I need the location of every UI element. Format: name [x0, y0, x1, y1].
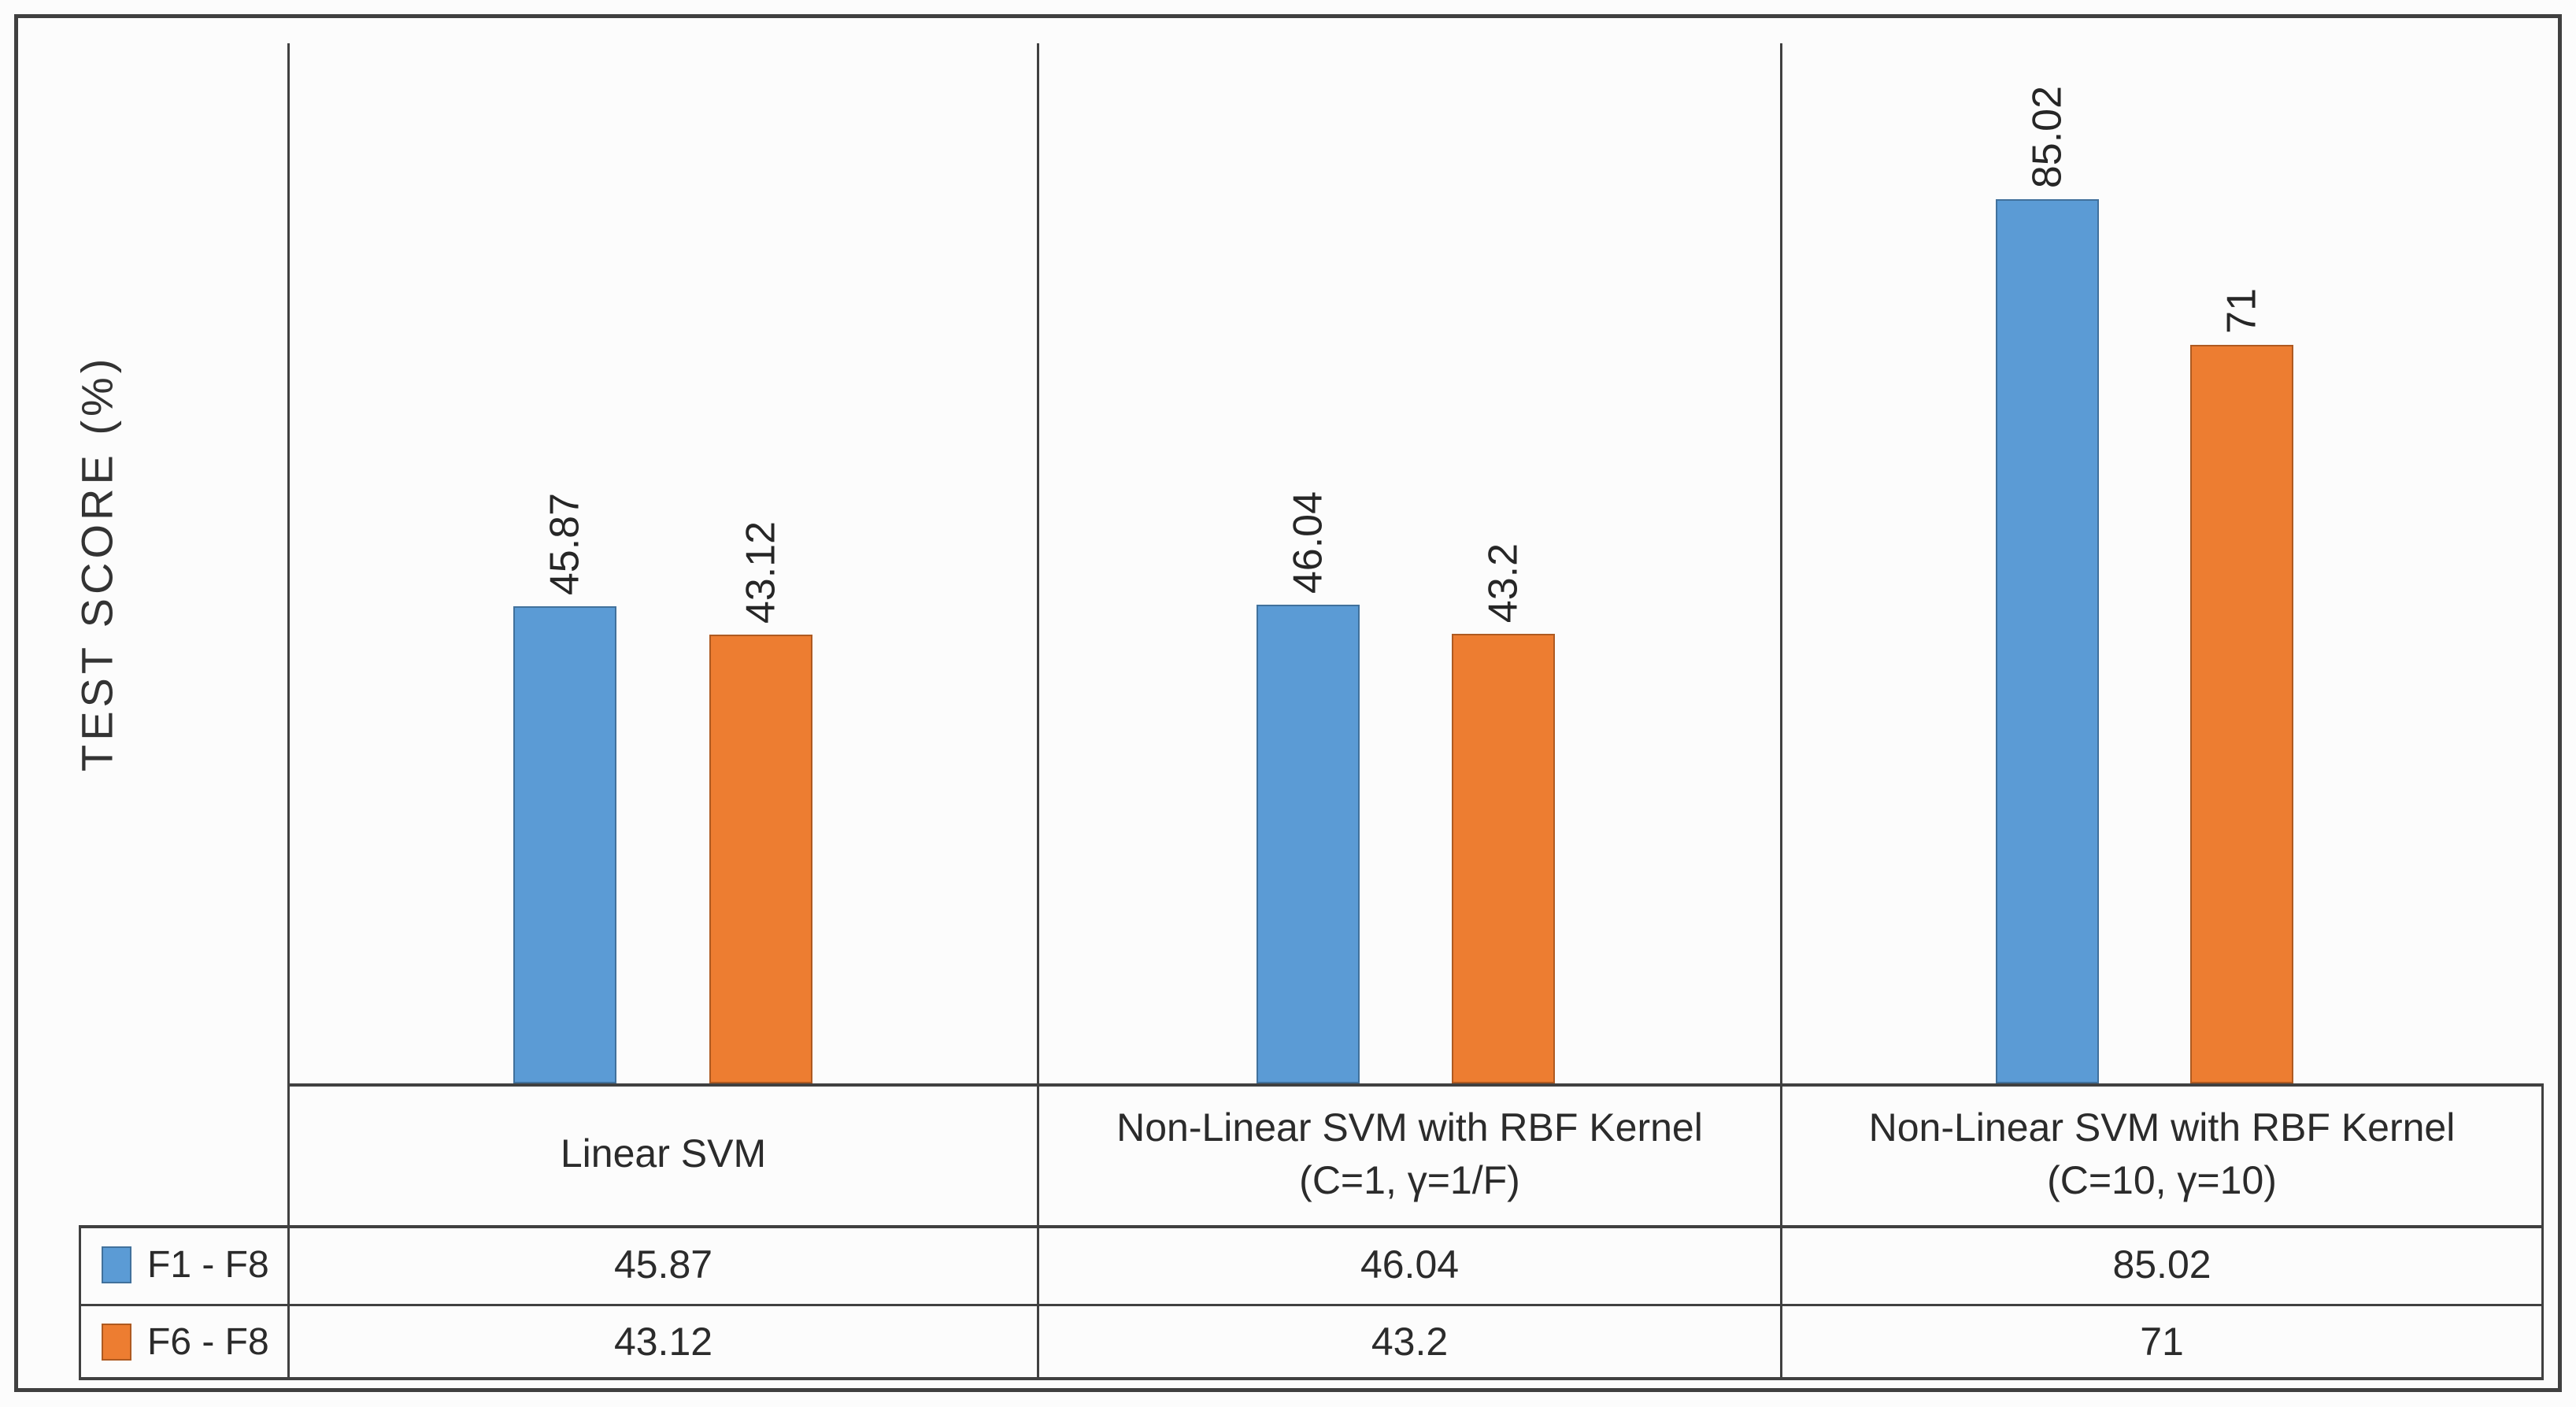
bar-value-label: 43.12	[737, 520, 783, 624]
bar-rect	[1996, 199, 2099, 1083]
table-value-f1f8-rbf-c10: 85.02	[2112, 1242, 2211, 1287]
data-row-divider-line	[79, 1304, 2544, 1306]
legend-box-left-border	[79, 1225, 81, 1379]
legend-swatch-f6-f8	[102, 1323, 131, 1361]
bar-rect	[513, 606, 616, 1083]
legend-label: F1 - F8	[147, 1243, 269, 1286]
x-axis-line	[287, 1083, 2544, 1087]
category-row-bottom-line	[79, 1225, 2544, 1228]
bar-value-label: 46.04	[1284, 491, 1331, 594]
bar-f6f8-rbf-c1: 43.2	[1452, 543, 1555, 1083]
category-line-1: Non-Linear SVM with RBF Kernel	[1868, 1105, 2456, 1150]
category-line-2: (C=1, γ=1/F)	[1299, 1158, 1520, 1202]
table-value-f6f8-linear-svm: 43.12	[613, 1320, 713, 1364]
legend-label: F6 - F8	[147, 1320, 269, 1363]
y-axis-line	[287, 43, 290, 1379]
category-cell-linear-svm: Linear SVM	[290, 1087, 1037, 1222]
legend-cell-f1-f8: F1 - F8	[81, 1228, 287, 1301]
bar-value-label: 43.2	[1479, 542, 1526, 623]
table-value-f6f8-rbf-c10: 71	[2140, 1320, 2184, 1364]
legend-swatch-f1-f8	[102, 1246, 131, 1283]
bar-value-label: 45.87	[541, 492, 587, 595]
table-value-f6f8-rbf-c1: 43.2	[1371, 1320, 1449, 1364]
bar-rect	[1452, 634, 1555, 1083]
table-value-f1f8-rbf-c1: 46.04	[1360, 1242, 1460, 1287]
category-line-1: Non-Linear SVM with RBF Kernel	[1116, 1105, 1703, 1150]
panel-divider-2	[1780, 43, 1782, 1379]
bar-f6f8-rbf-c10: 71	[2190, 288, 2293, 1083]
bar-f1f8-linear-svm: 45.87	[513, 493, 616, 1083]
bar-value-label: 71	[2218, 288, 2264, 334]
table-right-border	[2541, 1083, 2544, 1379]
bar-value-label: 85.02	[2023, 85, 2070, 188]
bar-rect	[2190, 345, 2293, 1083]
bar-rect	[1257, 605, 1360, 1083]
category-line-1: Linear SVM	[560, 1131, 767, 1176]
category-cell-rbf-c1: Non-Linear SVM with RBF Kernel (C=1, γ=1…	[1039, 1087, 1780, 1222]
table-bottom-line	[79, 1377, 2544, 1380]
legend-cell-f6-f8: F6 - F8	[81, 1309, 287, 1375]
bar-rect	[709, 635, 812, 1083]
bar-f1f8-rbf-c1: 46.04	[1257, 491, 1360, 1083]
bar-f6f8-linear-svm: 43.12	[709, 521, 812, 1083]
bar-f1f8-rbf-c10: 85.02	[1996, 86, 2099, 1083]
category-cell-rbf-c10: Non-Linear SVM with RBF Kernel (C=10, γ=…	[1782, 1087, 2541, 1222]
table-value-f1f8-linear-svm: 45.87	[613, 1242, 713, 1287]
panel-divider-1	[1037, 43, 1039, 1379]
category-line-2: (C=10, γ=10)	[2047, 1158, 2277, 1202]
y-axis-title: TEST SCORE (%)	[72, 354, 122, 772]
